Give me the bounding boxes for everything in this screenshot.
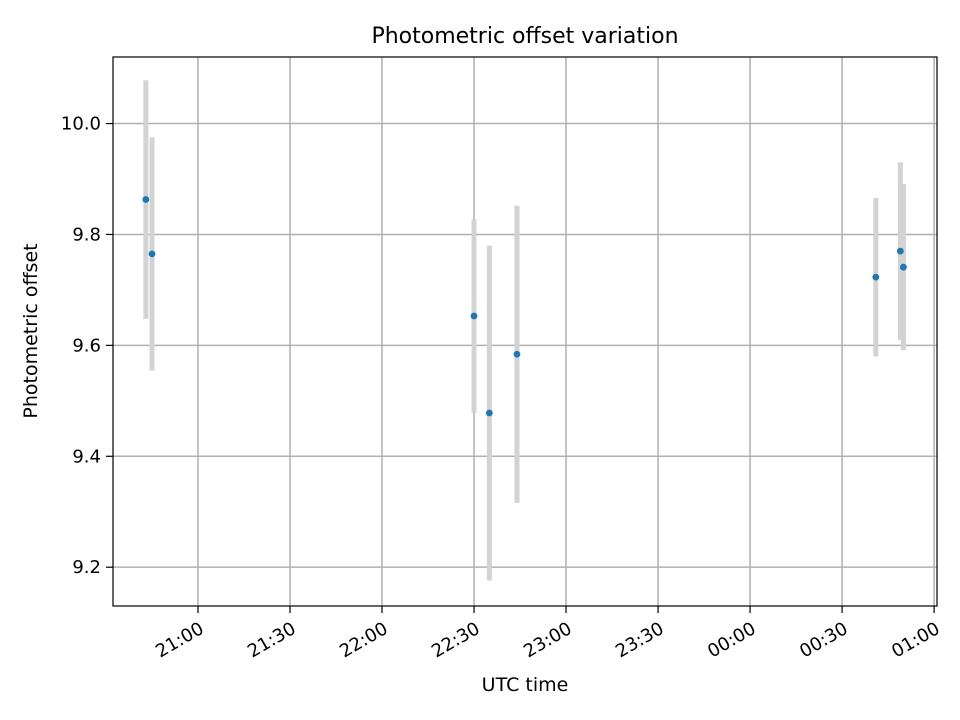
data-point [896, 247, 904, 255]
grid [113, 57, 937, 606]
y-tick-label: 9.8 [72, 224, 101, 245]
data-point [485, 409, 493, 417]
plot-area [113, 57, 937, 606]
data-points [142, 196, 907, 417]
data-point [900, 263, 907, 271]
y-tick-label: 9.6 [72, 335, 101, 356]
data-point [872, 273, 880, 281]
data-point [470, 312, 478, 320]
data-point [513, 350, 521, 358]
data-point [142, 196, 150, 203]
plot-frame [112, 56, 938, 607]
x-axis-label: UTC time [482, 674, 569, 696]
y-tick-label: 10.0 [61, 114, 101, 135]
chart-title: Photometric offset variation [371, 24, 678, 49]
y-tick-label: 9.4 [72, 446, 101, 467]
data-point [148, 250, 156, 258]
y-axis: 9.2 9.4 9.6 9.8 10.0 [61, 114, 113, 578]
y-axis-label: Photometric offset [20, 243, 42, 418]
y-tick-label: 9.2 [72, 557, 101, 578]
